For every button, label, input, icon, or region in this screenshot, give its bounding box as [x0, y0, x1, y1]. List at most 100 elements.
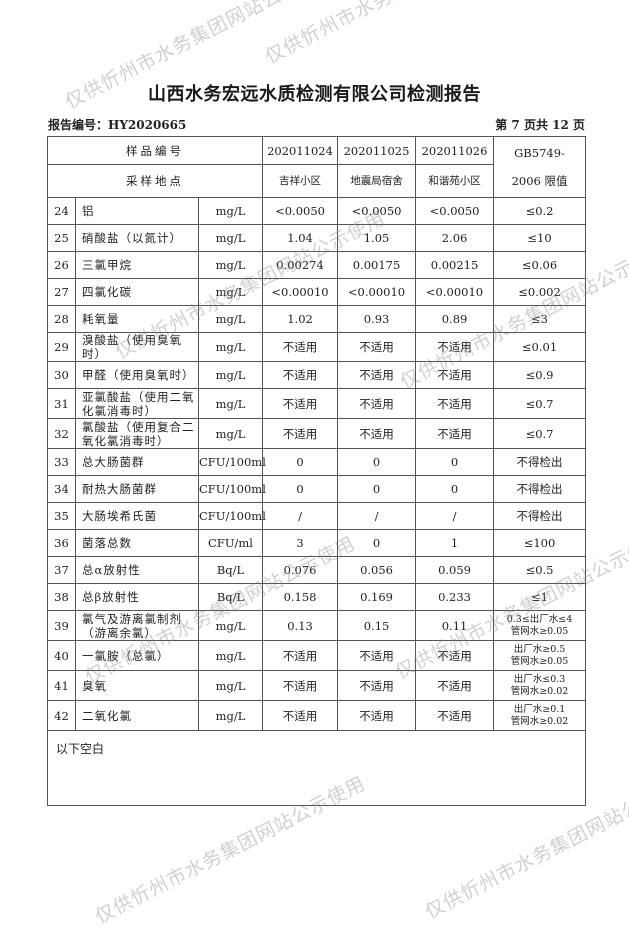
result-value: <0.0050 — [415, 197, 495, 225]
result-value: 0.00175 — [337, 251, 417, 279]
location: 吉祥小区 — [262, 164, 339, 198]
table-row: 38 总β放射性 Bq/L 0.158 0.169 0.233 ≤1 — [47, 583, 587, 611]
limit-value: ≤0.7 — [493, 388, 587, 419]
item-unit: mg/L — [197, 224, 264, 252]
result-value: 不适用 — [337, 670, 417, 701]
item-number: 38 — [47, 583, 76, 611]
result-value: / — [337, 502, 417, 530]
item-number: 24 — [47, 197, 76, 225]
sample-id: 202011024 — [262, 136, 339, 165]
result-value: 不适用 — [262, 388, 339, 419]
limit-value: ≤10 — [493, 224, 587, 252]
result-value: 0 — [337, 475, 417, 503]
result-value: <0.00010 — [415, 278, 495, 306]
result-value: 不适用 — [337, 418, 417, 449]
result-value: 0.13 — [262, 610, 339, 641]
item-unit: mg/L — [197, 670, 264, 701]
result-value: <0.00010 — [337, 278, 417, 306]
item-number: 42 — [47, 700, 76, 731]
result-value: 不适用 — [262, 670, 339, 701]
result-value: 0 — [415, 475, 495, 503]
item-number: 39 — [47, 610, 76, 641]
item-name: 臭氧 — [75, 670, 199, 701]
item-name: 大肠埃希氏菌 — [75, 502, 199, 530]
limit-line: 管网水≥0.05 — [510, 625, 569, 637]
item-unit: mg/L — [197, 278, 264, 306]
item-unit: mg/L — [197, 251, 264, 279]
limit-line: 管网水≥0.02 — [510, 715, 569, 727]
report-title: 山西水务宏远水质检测有限公司检测报告 — [148, 84, 481, 105]
result-value: 0.89 — [415, 305, 495, 333]
limit-value: ≤0.002 — [493, 278, 587, 306]
sample-no-label: 样品编号 — [46, 136, 264, 165]
sample-id: 202011026 — [415, 136, 495, 165]
limit-line: 管网水≥0.05 — [510, 655, 569, 667]
table-row: 29 溴酸盐（使用臭氧时） mg/L 不适用 不适用 不适用 ≤0.01 — [47, 332, 587, 362]
watermark: 仅供忻州市水务集团网站公示使用 — [260, 0, 540, 69]
item-name: 铝 — [75, 197, 199, 225]
item-unit: CFU/100ml — [197, 502, 266, 530]
table-row: 31 亚氯酸盐（使用二氧化氯消毒时） mg/L 不适用 不适用 不适用 ≤0.7 — [47, 388, 587, 419]
table-row: 36 菌落总数 CFU/ml 3 0 1 ≤100 — [47, 529, 587, 557]
result-value: 0.00274 — [262, 251, 339, 279]
item-unit: Bq/L — [197, 556, 264, 584]
limit-line: 0.3≤出厂水≤4 — [506, 613, 573, 625]
limit-label-2: 2006 限值 — [511, 174, 568, 188]
item-number: 40 — [47, 640, 76, 671]
item-number: 31 — [47, 388, 76, 419]
result-value: 不适用 — [262, 332, 339, 362]
item-number: 33 — [47, 448, 76, 476]
result-value: <0.00010 — [262, 278, 339, 306]
limit-value: ≤0.7 — [493, 418, 587, 449]
results-table: 样品编号 202011024 202011025 202011026 GB574… — [46, 136, 587, 731]
result-value: 0.00215 — [415, 251, 495, 279]
item-number: 36 — [47, 529, 76, 557]
result-value: / — [415, 502, 495, 530]
header-row-sample: 样品编号 202011024 202011025 202011026 GB574… — [46, 136, 587, 198]
table-row: 42 二氧化氯 mg/L 不适用 不适用 不适用 出厂水≥0.1 管网水≥0.02 — [47, 700, 587, 731]
result-value: 不适用 — [415, 700, 495, 731]
item-number: 37 — [47, 556, 76, 584]
result-value: 1.05 — [337, 224, 417, 252]
footer-note: 以下空白 — [56, 742, 105, 756]
table-row: 40 一氯胺（总氯） mg/L 不适用 不适用 不适用 出厂水≥0.5 管网水≥0.05 — [47, 640, 587, 671]
item-name: 二氧化氯 — [75, 700, 199, 731]
item-unit: CFU/100ml — [197, 448, 266, 476]
limit-value: 不得检出 — [493, 448, 587, 476]
limit-line: 出厂水≤0.3 — [513, 673, 566, 685]
result-value: 0 — [262, 448, 339, 476]
item-number: 34 — [47, 475, 76, 503]
limit-value: ≤100 — [493, 529, 587, 557]
item-unit: mg/L — [197, 361, 264, 389]
table-row: 25 硝酸盐（以氮计） mg/L 1.04 1.05 2.06 ≤10 — [47, 224, 587, 252]
result-value: 0 — [262, 475, 339, 503]
table-row: 26 三氯甲烷 mg/L 0.00274 0.00175 0.00215 ≤0.06 — [47, 251, 587, 279]
table-row: 30 甲醛（使用臭氧时） mg/L 不适用 不适用 不适用 ≤0.9 — [47, 361, 587, 389]
item-number: 27 — [47, 278, 76, 306]
result-value: 0.059 — [415, 556, 495, 584]
result-value: 0.11 — [415, 610, 495, 641]
item-number: 25 — [47, 224, 76, 252]
table-row: 33 总大肠菌群 CFU/100ml 0 0 0 不得检出 — [47, 448, 587, 476]
item-number: 32 — [47, 418, 76, 449]
table-row: 41 臭氧 mg/L 不适用 不适用 不适用 出厂水≤0.3 管网水≥0.02 — [47, 670, 587, 701]
limit-value: 出厂水≥0.5 管网水≥0.05 — [493, 640, 587, 671]
limit-value: 0.3≤出厂水≤4 管网水≥0.05 — [493, 610, 587, 641]
limit-value: ≤0.01 — [493, 332, 587, 362]
result-value: 不适用 — [415, 388, 495, 419]
item-number: 41 — [47, 670, 76, 701]
result-value: 不适用 — [337, 332, 417, 362]
limit-line: 出厂水≥0.1 — [513, 703, 566, 715]
location: 和谐苑小区 — [415, 164, 495, 198]
item-name: 总大肠菌群 — [75, 448, 199, 476]
table-row: 37 总α放射性 Bq/L 0.076 0.056 0.059 ≤0.5 — [47, 556, 587, 584]
result-value: 1 — [415, 529, 495, 557]
item-name: 总β放射性 — [75, 583, 199, 611]
item-unit: mg/L — [197, 610, 264, 641]
result-value: 不适用 — [337, 640, 417, 671]
location-label: 采样地点 — [46, 164, 264, 198]
page-info: 第 7 页共 12 页 — [495, 118, 585, 132]
result-value: 0.076 — [262, 556, 339, 584]
result-value: 不适用 — [415, 361, 495, 389]
result-value: 0 — [415, 448, 495, 476]
